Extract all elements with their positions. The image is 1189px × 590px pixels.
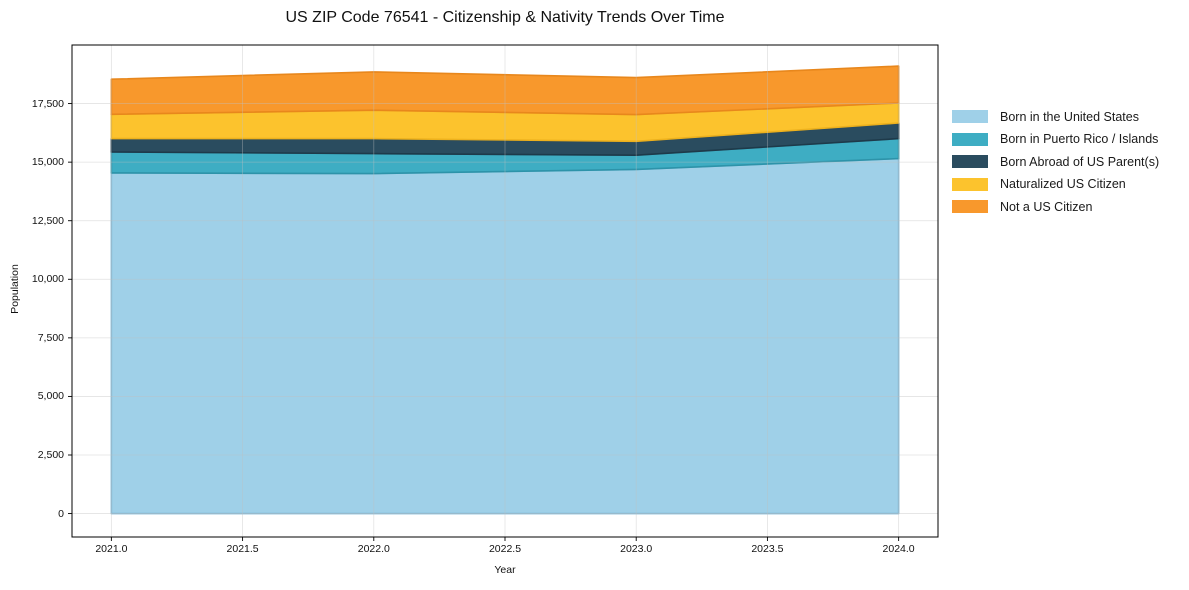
y-tick-label-2: 5,000 <box>37 390 64 403</box>
legend-swatch-1 <box>952 132 988 146</box>
y-tick-label-5: 12,500 <box>31 214 64 227</box>
y-tick-label-4: 10,000 <box>31 273 64 286</box>
legend-label-2: Born Abroad of US Parent(s) <box>1000 154 1160 169</box>
area-band-4 <box>110 65 900 116</box>
y-tick-label-0: 0 <box>58 507 64 520</box>
x-tick-label-5: 2023.5 <box>751 543 784 555</box>
x-tick-label-4: 2023.0 <box>620 543 653 555</box>
x-tick-label-6: 2024.0 <box>882 543 915 555</box>
y-tick-label-1: 2,500 <box>37 449 64 461</box>
chart-title: US ZIP Code 76541 - Citizenship & Nativi… <box>285 9 725 26</box>
x-tick-label-2: 2022.0 <box>357 543 390 555</box>
legend-swatch-0 <box>952 110 988 123</box>
legend-item-0: Born in the United States <box>952 109 1159 124</box>
legend-label-3: Naturalized US Citizen <box>1000 177 1126 191</box>
legend-item-3: Naturalized US Citizen <box>952 177 1159 191</box>
legend-item-1: Born in Puerto Rico / Islands <box>952 132 1159 146</box>
legend-swatch-4 <box>952 200 988 213</box>
x-tick-label-1: 2021.5 <box>226 543 259 555</box>
y-tick-label-3: 7,500 <box>37 331 64 344</box>
legend-label-0: Born in the United States <box>1000 109 1139 124</box>
legend-label-1: Born in Puerto Rico / Islands <box>1000 132 1159 146</box>
legend: Born in the United States Born in Puerto … <box>952 110 1159 223</box>
y-axis-label: Population <box>9 264 21 314</box>
legend-swatch-2 <box>952 155 988 168</box>
x-tick-label-0: 2021.0 <box>95 543 128 555</box>
legend-swatch-3 <box>952 177 988 191</box>
legend-item-4: Not a US Citizen <box>952 199 1159 214</box>
x-axis-label: Year <box>494 564 516 576</box>
x-tick-label-3: 2022.5 <box>488 543 522 555</box>
legend-label-4: Not a US Citizen <box>1000 199 1093 214</box>
y-tick-label-7: 17,500 <box>31 97 64 110</box>
y-tick-label-6: 15,000 <box>31 156 64 169</box>
legend-item-2: Born Abroad of US Parent(s) <box>952 154 1160 169</box>
